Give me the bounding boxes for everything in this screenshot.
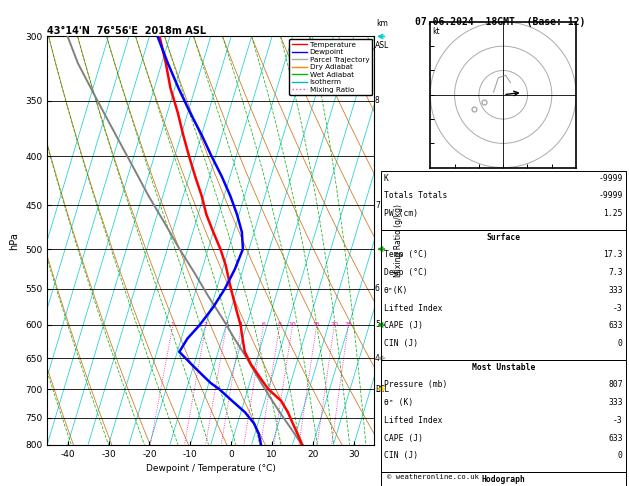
Text: 2: 2	[204, 322, 208, 327]
Text: 10: 10	[288, 322, 296, 327]
Text: 3: 3	[224, 322, 228, 327]
Text: Temp (°C): Temp (°C)	[384, 250, 428, 260]
Y-axis label: hPa: hPa	[9, 232, 19, 249]
Text: Surface: Surface	[486, 232, 520, 242]
Text: PW (cm): PW (cm)	[384, 209, 418, 218]
Text: ASL: ASL	[376, 40, 389, 50]
Text: LCL: LCL	[375, 384, 389, 394]
Text: -9999: -9999	[598, 174, 623, 183]
Text: 6: 6	[261, 322, 265, 327]
Text: 6: 6	[375, 284, 380, 293]
Text: 633: 633	[608, 321, 623, 330]
Text: 8: 8	[277, 322, 281, 327]
Text: CIN (J): CIN (J)	[384, 339, 418, 348]
Text: 333: 333	[608, 286, 623, 295]
Text: CIN (J): CIN (J)	[384, 451, 418, 460]
Text: 0: 0	[618, 451, 623, 460]
Text: 20: 20	[330, 322, 338, 327]
Text: 25: 25	[344, 322, 352, 327]
Text: 5: 5	[375, 320, 380, 330]
Text: 333: 333	[608, 398, 623, 407]
Text: CAPE (J): CAPE (J)	[384, 321, 423, 330]
Text: kt: kt	[433, 27, 440, 36]
Text: -3: -3	[613, 416, 623, 425]
Text: θᵉ(K): θᵉ(K)	[384, 286, 408, 295]
Text: 1.25: 1.25	[603, 209, 623, 218]
Text: -9999: -9999	[598, 191, 623, 200]
Text: 15: 15	[313, 322, 320, 327]
Legend: Temperature, Dewpoint, Parcel Trajectory, Dry Adiabat, Wet Adiabat, Isotherm, Mi: Temperature, Dewpoint, Parcel Trajectory…	[289, 38, 372, 95]
Text: 43°14'N  76°56'E  2018m ASL: 43°14'N 76°56'E 2018m ASL	[47, 26, 206, 35]
Text: Pressure (mb): Pressure (mb)	[384, 380, 447, 389]
Text: 3: 3	[375, 384, 380, 394]
Text: 0: 0	[618, 339, 623, 348]
Text: 7.3: 7.3	[608, 268, 623, 277]
Text: Totals Totals: Totals Totals	[384, 191, 447, 200]
Text: 633: 633	[608, 434, 623, 443]
Text: CAPE (J): CAPE (J)	[384, 434, 423, 443]
X-axis label: Dewpoint / Temperature (°C): Dewpoint / Temperature (°C)	[146, 464, 276, 473]
Text: 07.06.2024  18GMT  (Base: 12): 07.06.2024 18GMT (Base: 12)	[415, 17, 585, 27]
Text: Most Unstable: Most Unstable	[472, 363, 535, 372]
Text: 807: 807	[608, 380, 623, 389]
Text: Hodograph: Hodograph	[481, 475, 525, 484]
Text: Lifted Index: Lifted Index	[384, 416, 442, 425]
Text: 8: 8	[375, 96, 380, 105]
Text: km: km	[377, 19, 388, 28]
Text: Dewp (°C): Dewp (°C)	[384, 268, 428, 277]
Text: -3: -3	[613, 303, 623, 312]
Text: θᵉ (K): θᵉ (K)	[384, 398, 413, 407]
Text: 1: 1	[170, 322, 174, 327]
Text: K: K	[384, 174, 389, 183]
Text: 4: 4	[375, 354, 380, 363]
Text: 4: 4	[239, 322, 243, 327]
Text: © weatheronline.co.uk: © weatheronline.co.uk	[387, 474, 479, 480]
Text: 17.3: 17.3	[603, 250, 623, 260]
Text: 7: 7	[375, 201, 380, 210]
Text: Mixing Ratio (g/kg): Mixing Ratio (g/kg)	[394, 204, 403, 277]
Text: Lifted Index: Lifted Index	[384, 303, 442, 312]
